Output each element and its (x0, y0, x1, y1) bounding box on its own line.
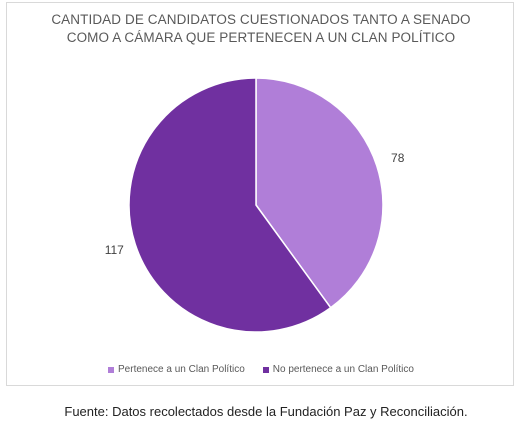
pie-data-label-0: 78 (391, 151, 405, 165)
legend-label-pertenece: Pertenece a un Clan Político (118, 364, 245, 375)
pie-slice-1 (128, 77, 332, 333)
pie-chart: 78 117 (105, 77, 405, 333)
chart-title-line-1: CANTIDAD DE CANDIDATOS CUESTIONADOS TANT… (51, 12, 471, 27)
legend-item-no-pertenece: No pertenece a un Clan Político (262, 364, 414, 375)
source-note: Fuente: Datos recolectados desde la Fund… (64, 404, 468, 419)
legend-label-no-pertenece: No pertenece a un Clan Político (272, 364, 414, 375)
pie-slice-0 (255, 77, 384, 309)
chart-frame: CANTIDAD DE CANDIDATOS CUESTIONADOS TANT… (6, 2, 514, 386)
chart-title: CANTIDAD DE CANDIDATOS CUESTIONADOS TANT… (7, 11, 515, 47)
pie-data-label-1: 117 (105, 243, 124, 257)
chart-title-line-2: COMO A CÁMARA QUE PERTENECEN A UN CLAN P… (66, 30, 456, 45)
legend-swatch-pertenece (108, 366, 115, 373)
chart-legend: Pertenece a un Clan Político No pertenec… (7, 364, 515, 375)
legend-item-pertenece: Pertenece a un Clan Político (108, 364, 245, 375)
legend-swatch-no-pertenece (262, 366, 269, 373)
